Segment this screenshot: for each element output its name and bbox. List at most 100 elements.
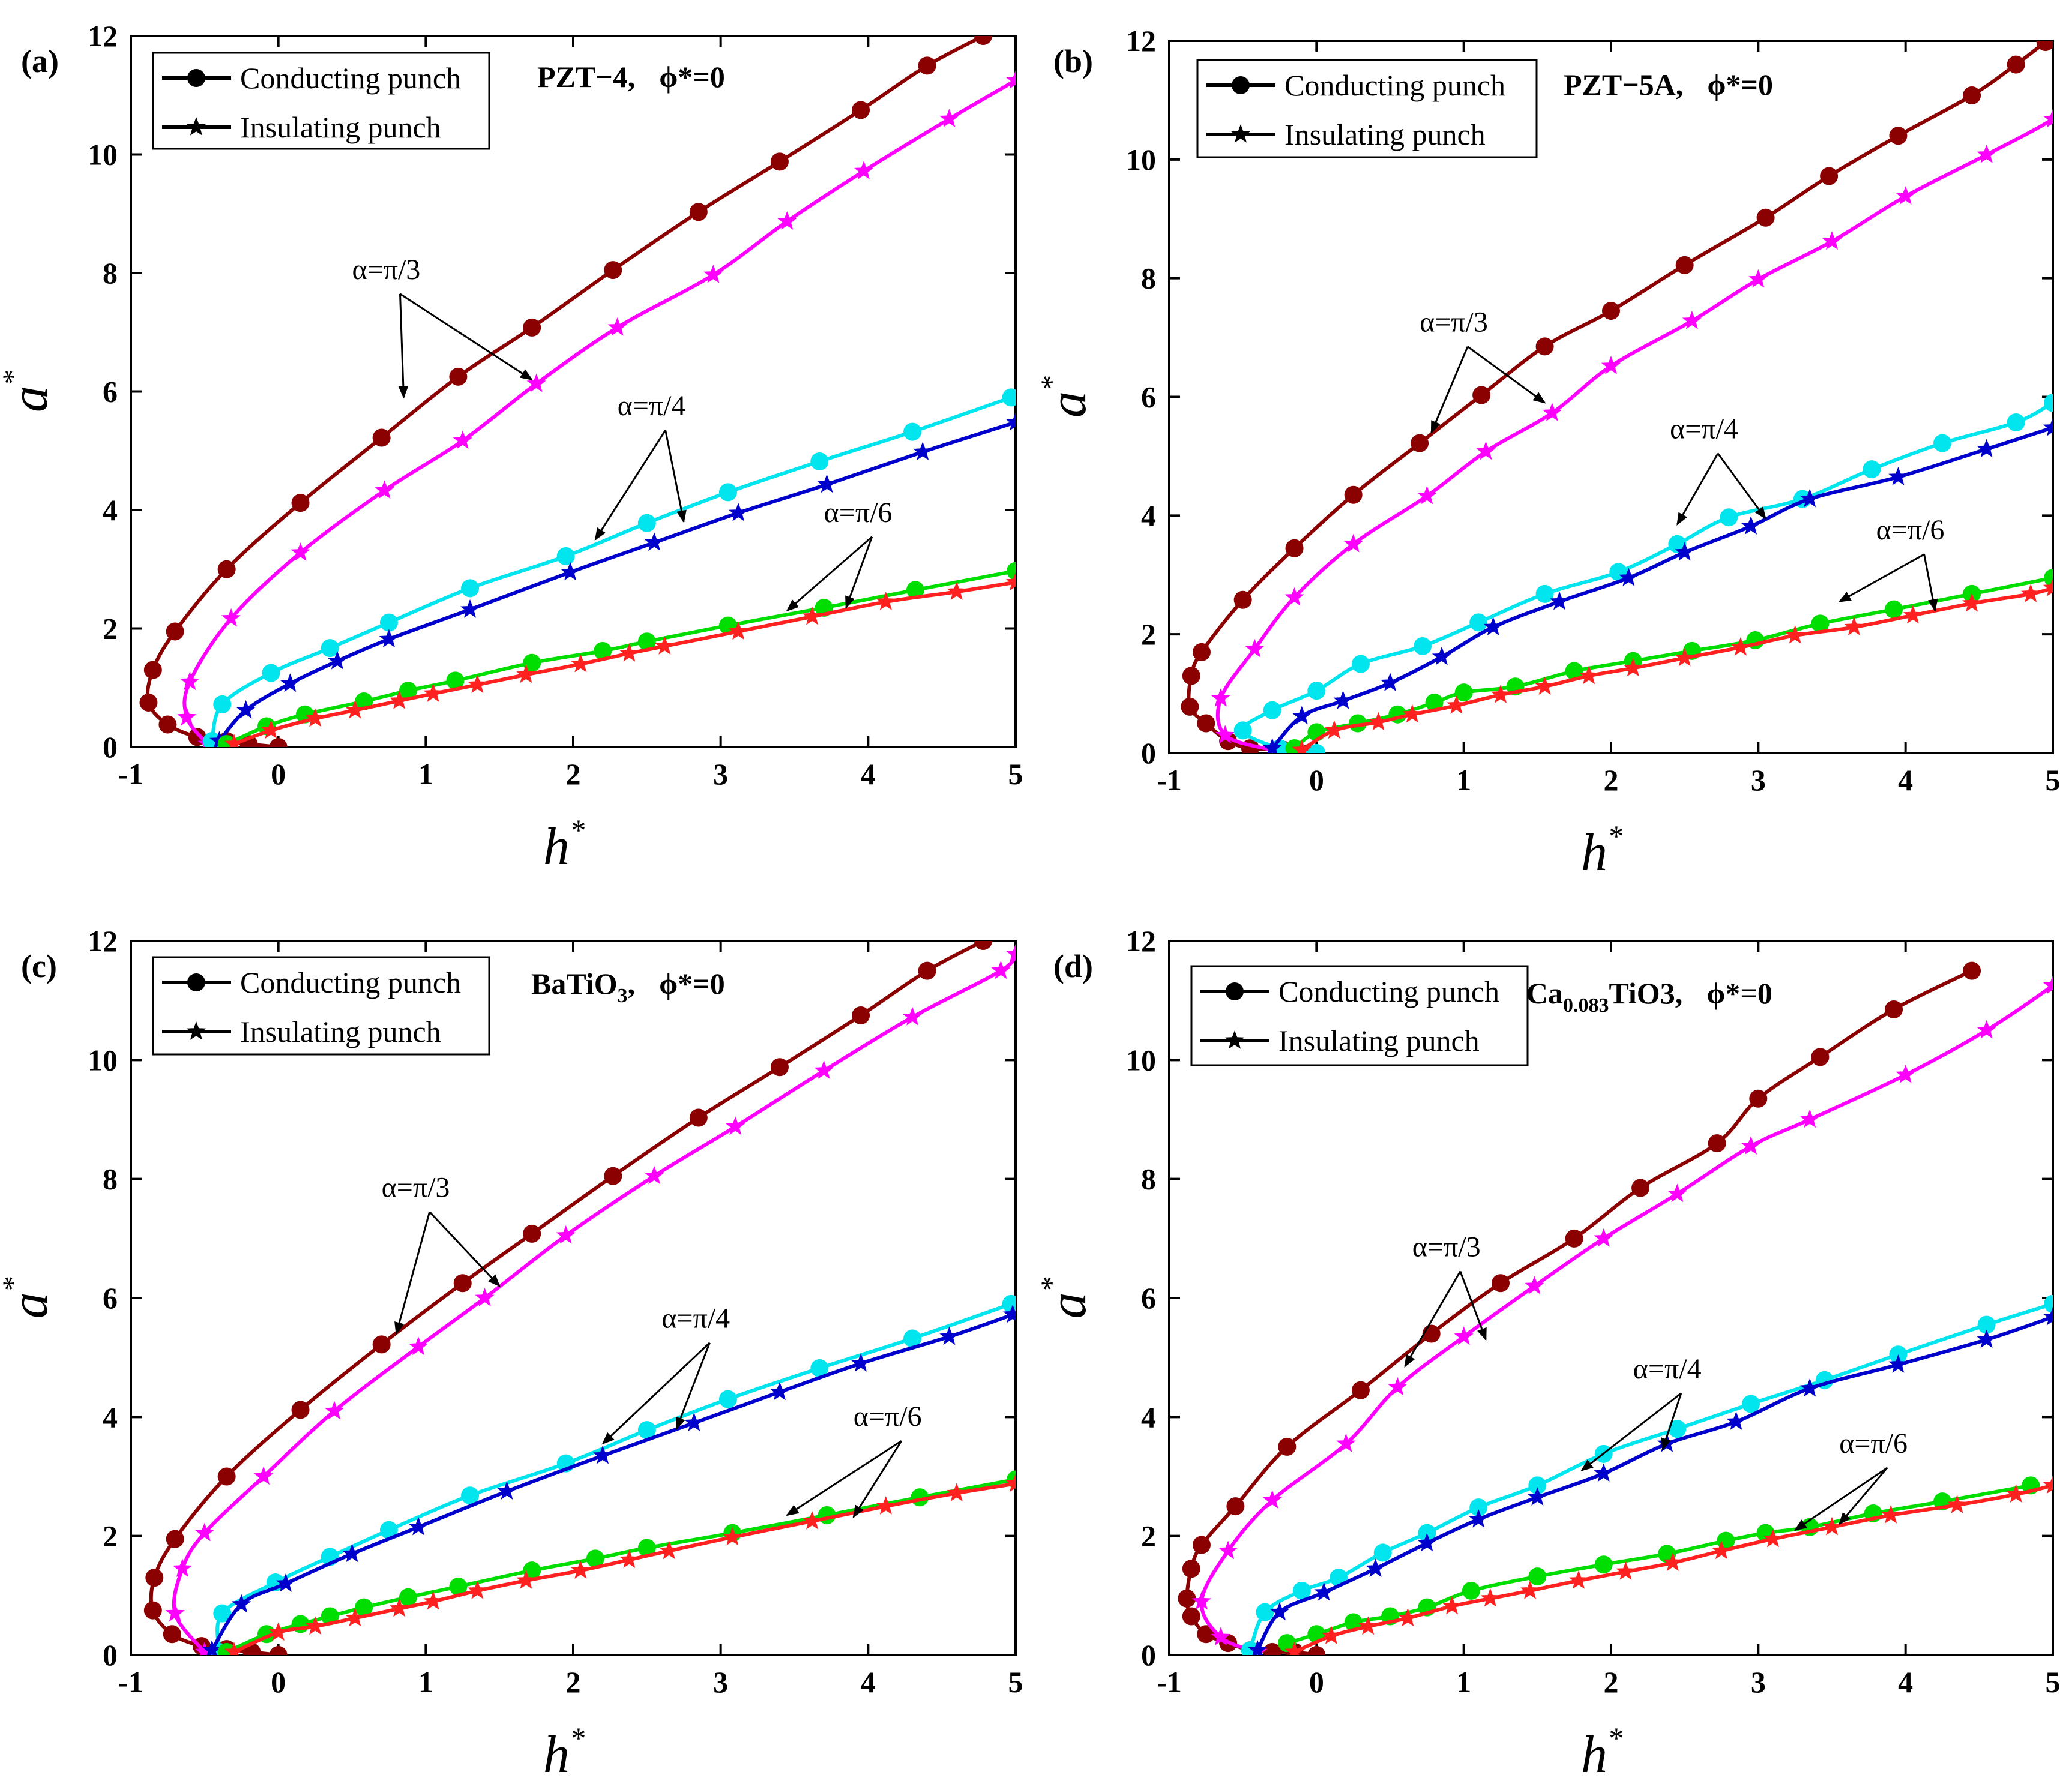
series-line	[1185, 969, 1973, 1655]
y-tick-label: 10	[1126, 143, 1156, 176]
data-point	[1885, 1000, 1903, 1019]
data-point	[379, 1521, 398, 1539]
data-point	[1469, 613, 1488, 632]
data-point	[1623, 658, 1643, 677]
series-line	[182, 79, 1016, 746]
data-point	[1454, 1326, 1474, 1345]
y-axis-title: a*	[1034, 1278, 1097, 1319]
data-point	[604, 261, 622, 280]
data-point	[1663, 1552, 1683, 1571]
data-point	[1962, 593, 1982, 612]
x-tick-label: 1	[418, 757, 433, 791]
x-tick-label: -1	[118, 757, 143, 791]
data-point	[1885, 600, 1903, 619]
data-point	[1888, 467, 1908, 485]
data-point	[1535, 337, 1554, 356]
x-tick-label: 3	[1751, 763, 1766, 797]
data-point	[810, 1359, 829, 1378]
data-point	[1535, 584, 1554, 603]
data-point	[224, 734, 244, 747]
x-tick-label: 4	[861, 1665, 876, 1699]
series-line	[215, 1302, 1012, 1653]
data-point	[221, 608, 241, 627]
data-point	[1520, 1580, 1540, 1599]
y-tick-label: 2	[103, 1519, 118, 1553]
panel-label: (d)	[1053, 948, 1093, 984]
legend: Conducting punch Insulating punch	[1190, 965, 1529, 1066]
data-point	[399, 682, 417, 700]
data-point	[1314, 1582, 1334, 1601]
annotation-arrow	[601, 1342, 711, 1445]
data-point	[770, 152, 789, 171]
y-tick-label: 8	[103, 256, 118, 290]
data-point	[1005, 572, 1016, 591]
x-tick-label: 1	[418, 1665, 433, 1699]
x-tick-label: 3	[713, 757, 728, 791]
data-point	[202, 1640, 222, 1655]
data-point	[423, 683, 443, 702]
data-point	[1263, 701, 1281, 719]
data-point	[1292, 740, 1312, 753]
data-point	[1215, 725, 1235, 744]
legend-marker-circle	[1232, 76, 1250, 94]
data-point	[269, 1646, 288, 1655]
data-point	[1889, 127, 1908, 145]
data-point	[291, 1401, 310, 1419]
y-tick-label: 2	[103, 612, 118, 646]
data-point	[1896, 186, 1915, 205]
data-point	[1321, 1626, 1341, 1644]
x-tick-label: -1	[118, 1665, 143, 1699]
data-point	[1462, 1581, 1480, 1600]
data-point	[526, 373, 546, 392]
data-point	[777, 211, 797, 230]
data-point	[2043, 975, 2053, 994]
legend-marker-star	[186, 1021, 206, 1040]
data-point	[1528, 1476, 1547, 1495]
data-point	[399, 1588, 417, 1606]
data-point	[1963, 86, 1981, 105]
data-point	[2043, 1475, 2053, 1494]
data-point	[637, 632, 656, 651]
data-point	[1233, 590, 1252, 609]
alpha-annotation: α=π/6	[854, 1401, 922, 1432]
y-tick-label: 2	[1141, 617, 1156, 651]
alpha-annotation: α=π/4	[661, 1303, 730, 1335]
data-point	[1844, 617, 1864, 635]
data-point	[1675, 542, 1694, 561]
data-point	[1262, 1490, 1282, 1509]
data-point	[453, 430, 472, 449]
x-tick-label: -1	[1157, 763, 1182, 797]
data-point	[1398, 1608, 1418, 1627]
x-tick-label: 4	[1898, 1665, 1913, 1699]
data-point	[408, 1516, 429, 1536]
data-point	[1811, 614, 1830, 633]
series-line	[226, 1477, 1016, 1654]
data-point	[345, 700, 365, 719]
annotation-arrow	[1838, 553, 1925, 603]
data-point	[1358, 1616, 1378, 1635]
legend-box	[152, 956, 490, 1056]
data-point	[2043, 417, 2053, 436]
data-point	[1269, 1602, 1290, 1621]
data-point	[1675, 647, 1694, 667]
data-point	[1741, 516, 1761, 535]
data-point	[2007, 413, 2025, 432]
data-point	[571, 653, 591, 673]
data-point	[810, 452, 829, 471]
data-point	[1963, 961, 1981, 980]
data-point	[619, 1549, 639, 1569]
data-point	[1977, 1329, 1996, 1348]
data-point	[1602, 302, 1620, 320]
data-point	[1811, 1048, 1830, 1066]
data-point	[594, 642, 612, 661]
legend: Conducting punch Insulating punch	[152, 52, 490, 150]
data-point	[1616, 1561, 1636, 1580]
data-point	[814, 1060, 834, 1079]
data-point	[769, 1381, 790, 1401]
legend-marker-circle	[187, 973, 205, 991]
y-tick-label: 4	[1141, 499, 1156, 532]
data-point	[1863, 460, 1881, 479]
series-line	[1293, 576, 2053, 750]
alpha-annotation: α=π/4	[1633, 1353, 1702, 1385]
annotation-arrow	[394, 1212, 431, 1335]
